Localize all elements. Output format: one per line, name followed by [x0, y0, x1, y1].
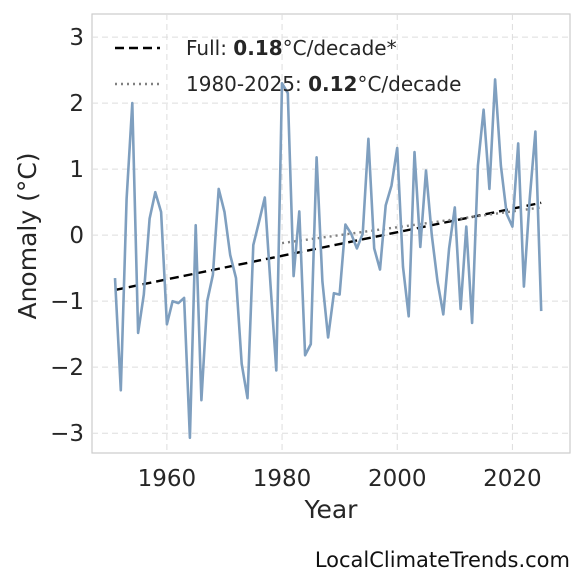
x-tick-label: 1980	[253, 466, 312, 492]
x-tick-label: 1960	[138, 466, 197, 492]
y-tick-label: −2	[50, 355, 84, 381]
y-axis-title: Anomaly (°C)	[13, 152, 42, 319]
series-group	[113, 78, 543, 440]
x-tick-labels: 1960 1980 2000 2020	[138, 466, 542, 492]
trend-lines	[114, 201, 542, 292]
y-tick-label: −3	[50, 421, 84, 447]
trend-line-full	[114, 201, 542, 292]
y-tick-label: 1	[69, 157, 84, 183]
y-tick-label: −1	[50, 289, 84, 315]
credit-text: LocalClimateTrends.com	[314, 548, 570, 572]
x-tick-label: 2020	[483, 466, 542, 492]
series-line	[113, 78, 543, 440]
legend: Full: 0.18°C/decade* 1980-2025: 0.12°C/d…	[115, 36, 461, 96]
y-tick-label: 3	[69, 25, 84, 51]
x-axis-title: Year	[304, 495, 359, 524]
legend-label-full: Full: 0.18°C/decade*	[186, 36, 397, 60]
y-tick-label: 2	[69, 91, 84, 117]
x-tick-label: 2000	[368, 466, 427, 492]
trend-line-recent	[281, 206, 542, 245]
y-tick-label: 0	[69, 223, 84, 249]
plot-area	[91, 13, 571, 454]
legend-label-recent: 1980-2025: 0.12°C/decade	[186, 72, 461, 96]
y-tick-labels: −3 −2 −1 0 1 2 3	[50, 25, 84, 447]
